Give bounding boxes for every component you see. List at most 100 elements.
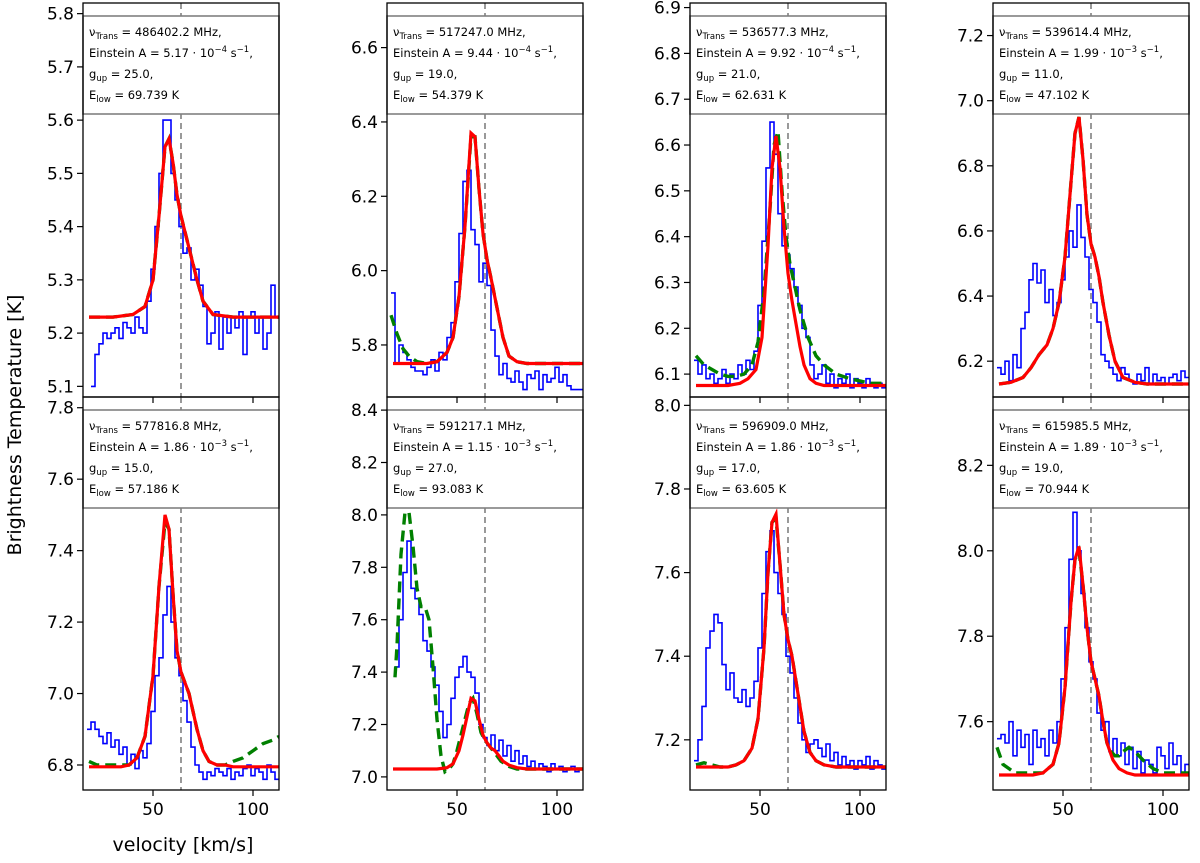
transition-info-box [386, 15, 584, 115]
lower-energy-label: Elow = 63.605 K [696, 482, 787, 499]
einstein-a-label: Einstein A = 1.15 · 10−3 s−1, [393, 439, 557, 454]
plot-area [995, 511, 1189, 777]
y-tick-label: 6.1 [654, 365, 681, 385]
model-spectrum-line [695, 514, 886, 769]
upper-degeneracy-label: gup = 21.0, [696, 67, 760, 84]
x-tick-label: 100 [1147, 800, 1179, 820]
y-tick-label: 6.0 [351, 262, 378, 282]
y-tick-label: 8.2 [351, 454, 378, 474]
y-tick-label: 6.8 [654, 44, 681, 64]
panel-3: νTrans = 536577.3 MHz, Einstein A = 9.92 … [654, 0, 887, 403]
model-spectrum-line [694, 130, 886, 385]
plot-area [389, 129, 583, 391]
y-tick-label: 6.8 [957, 157, 984, 177]
panel-2: νTrans = 517247.0 MHz, Einstein A = 9.44 … [351, 2, 584, 403]
fit-spectrum-line [998, 116, 1189, 386]
model-spectrum-line [393, 510, 583, 775]
lower-energy-label: Elow = 62.631 K [696, 88, 787, 105]
y-tick-label: 6.7 [654, 90, 681, 110]
panel-1: νTrans = 486402.2 MHz, Einstein A = 5.17 … [47, 2, 280, 403]
fit-spectrum-line [696, 508, 886, 769]
model-spectrum-line [88, 516, 279, 767]
transition-frequency-label: νTrans = 596909.0 MHz, [696, 419, 829, 436]
y-tick-label: 5.3 [47, 271, 74, 291]
observed-spectrum-line [997, 511, 1189, 774]
y-tick-label: 8.2 [957, 456, 984, 476]
upper-degeneracy-label: gup = 19.0, [393, 67, 457, 84]
einstein-a-label: Einstein A = 1.89 · 10−3 s−1, [999, 439, 1163, 454]
plot-area [694, 508, 886, 770]
observed-spectrum-line [87, 585, 279, 781]
plot-area [87, 514, 279, 781]
observed-spectrum-line [391, 169, 583, 391]
x-tick-label: 50 [142, 800, 164, 820]
y-tick-label: 6.5 [654, 182, 681, 202]
plot-area [89, 119, 279, 388]
y-tick-label: 7.4 [47, 542, 74, 562]
y-tick-label: 7.6 [654, 564, 681, 584]
observed-spectrum-line [694, 530, 886, 770]
transition-frequency-label: νTrans = 486402.2 MHz, [89, 25, 222, 42]
fit-spectrum-line [89, 133, 279, 319]
lower-energy-label: Elow = 54.379 K [393, 88, 484, 105]
y-tick-label: 6.6 [957, 222, 984, 242]
y-tick-label: 6.2 [351, 187, 378, 207]
upper-degeneracy-label: gup = 17.0, [696, 461, 760, 478]
upper-degeneracy-label: gup = 25.0, [89, 67, 153, 84]
y-tick-label: 7.2 [654, 731, 681, 751]
lower-energy-label: Elow = 57.186 K [89, 482, 180, 499]
transition-frequency-label: νTrans = 615985.5 MHz, [999, 419, 1132, 436]
panel-frame [386, 396, 584, 791]
y-tick-label: 5.1 [47, 377, 74, 397]
y-tick-label: 5.8 [351, 336, 378, 356]
fit-spectrum-line [393, 129, 583, 366]
panel-frame [992, 396, 1190, 791]
y-tick-label: 6.2 [654, 319, 681, 339]
transition-frequency-label: νTrans = 591217.1 MHz, [393, 419, 526, 436]
y-tick-label: 7.6 [351, 611, 378, 631]
einstein-a-label: Einstein A = 5.17 · 10−4 s−1, [89, 45, 253, 60]
y-tick-label: 7.2 [47, 613, 74, 633]
y-tick-label: 7.6 [47, 470, 74, 490]
panel-6: νTrans = 591217.1 MHz, Einstein A = 1.15 … [351, 396, 584, 820]
panels-grid: νTrans = 486402.2 MHz, Einstein A = 5.17 … [47, 0, 1190, 820]
y-tick-label: 7.6 [957, 713, 984, 733]
fit-spectrum-line [999, 546, 1189, 777]
y-tick-label: 7.0 [47, 685, 74, 705]
fit-spectrum-line [696, 135, 886, 388]
y-tick-label: 7.8 [957, 627, 984, 647]
plot-area [997, 116, 1189, 386]
panel-4: νTrans = 539614.4 MHz, Einstein A = 1.99 … [957, 2, 1190, 403]
observed-spectrum-line [91, 119, 279, 388]
y-tick-label: 7.2 [957, 27, 984, 47]
x-axis-label: velocity [km/s] [113, 834, 254, 856]
einstein-a-label: Einstein A = 9.92 · 10−4 s−1, [696, 45, 860, 60]
fit-spectrum-line [89, 514, 279, 769]
y-tick-label: 6.4 [351, 113, 378, 133]
x-tick-label: 100 [237, 800, 269, 820]
y-tick-label: 5.4 [47, 218, 74, 238]
y-tick-label: 6.2 [957, 352, 984, 372]
upper-degeneracy-label: gup = 11.0, [999, 67, 1063, 84]
x-tick-label: 100 [541, 800, 573, 820]
transition-frequency-label: νTrans = 517247.0 MHz, [393, 25, 526, 42]
y-tick-label: 7.4 [351, 663, 378, 683]
x-tick-label: 50 [446, 800, 468, 820]
panel-8: νTrans = 615985.5 MHz, Einstein A = 1.89 … [957, 396, 1190, 820]
panel-frame [689, 396, 887, 791]
y-tick-label: 8.0 [654, 396, 681, 416]
lower-energy-label: Elow = 93.083 K [393, 482, 484, 499]
lower-energy-label: Elow = 69.739 K [89, 88, 180, 105]
y-tick-label: 7.2 [351, 716, 378, 736]
x-tick-label: 50 [749, 800, 771, 820]
transition-frequency-label: νTrans = 577816.8 MHz, [89, 419, 222, 436]
lower-energy-label: Elow = 47.102 K [999, 88, 1090, 105]
y-tick-label: 7.8 [351, 558, 378, 578]
lower-energy-label: Elow = 70.944 K [999, 482, 1090, 499]
y-tick-label: 7.8 [654, 480, 681, 500]
y-tick-label: 7.0 [957, 92, 984, 112]
plot-area [393, 510, 583, 775]
y-tick-label: 5.2 [47, 324, 74, 344]
transition-info-box [82, 15, 280, 115]
